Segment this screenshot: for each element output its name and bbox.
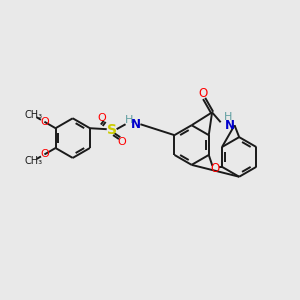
Text: CH₃: CH₃ — [24, 156, 42, 166]
Text: O: O — [40, 149, 49, 160]
Text: S: S — [107, 123, 117, 137]
Text: O: O — [211, 162, 220, 175]
Text: H: H — [125, 115, 134, 125]
Text: N: N — [130, 118, 140, 131]
Text: CH₃: CH₃ — [24, 110, 42, 120]
Text: O: O — [199, 87, 208, 100]
Text: H: H — [224, 112, 232, 122]
Text: N: N — [225, 119, 235, 132]
Text: O: O — [98, 113, 106, 123]
Text: O: O — [117, 137, 126, 147]
Text: O: O — [40, 117, 49, 127]
